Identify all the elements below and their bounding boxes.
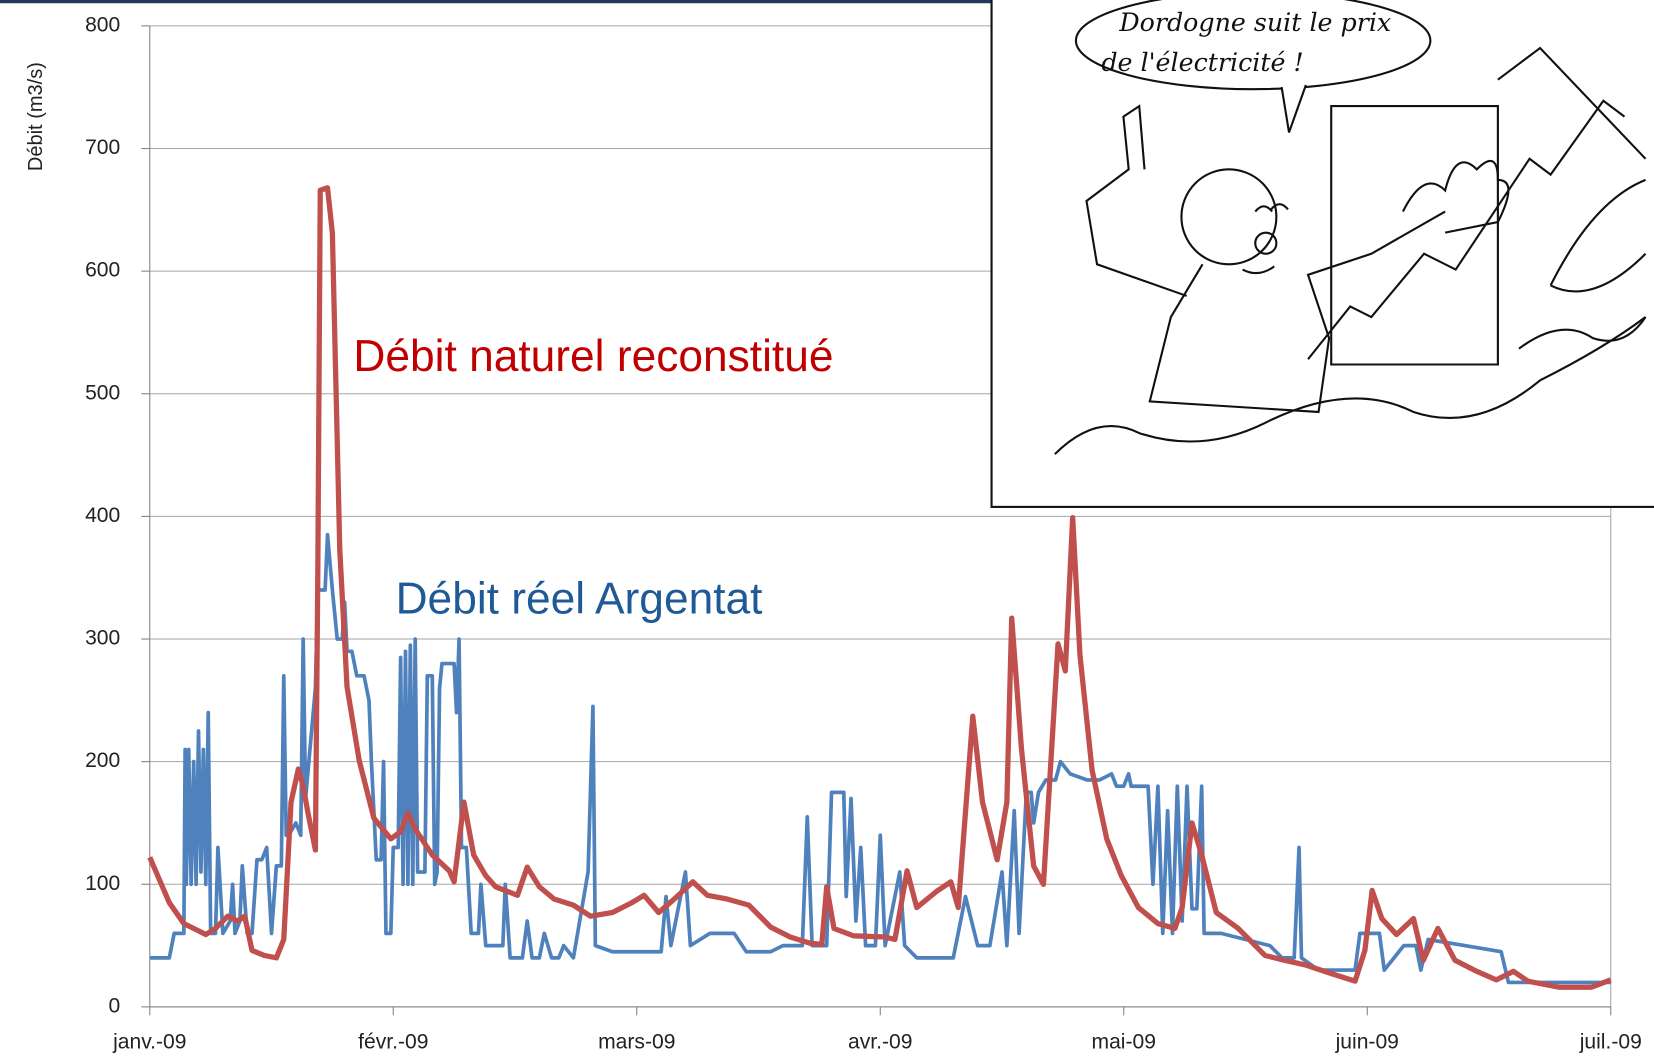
x-tick-label: mars-09 [598, 1030, 675, 1053]
x-tick-label: avr.-09 [848, 1030, 912, 1053]
cartoon-inset: Dordogne suit le prix de l'électricité ! [990, 0, 1654, 508]
inset-frame [990, 0, 1654, 508]
y-tick-label: 500 [85, 381, 120, 404]
x-tick-label: janv.-09 [112, 1030, 186, 1053]
x-tick-label: juin-09 [1335, 1030, 1399, 1053]
y-tick-label: 100 [85, 872, 120, 895]
y-tick-label: 700 [85, 136, 120, 159]
x-tick-label: févr.-09 [358, 1030, 428, 1053]
y-tick-label: 0 [109, 994, 121, 1017]
x-tick-label: mai-09 [1092, 1030, 1156, 1053]
annotation: Débit réel Argentat [396, 575, 763, 624]
y-tick-label: 800 [85, 13, 120, 36]
y-tick-label: 200 [85, 749, 120, 772]
inset-text: de l'électricité ! [1101, 48, 1303, 77]
y-axis-label: Débit (m3/s) [25, 62, 47, 171]
x-tick-label: juil.-09 [1579, 1030, 1642, 1053]
y-tick-label: 400 [85, 504, 120, 527]
y-tick-label: 300 [85, 627, 120, 650]
inset-text: Dordogne suit le prix [1118, 8, 1391, 37]
speech-bubble [1074, 0, 1432, 91]
bubble-tail [1280, 84, 1307, 133]
series-line [149, 532, 1611, 985]
y-tick-label: 600 [85, 259, 120, 282]
series-line [147, 185, 1612, 990]
cartoon-drawing [1054, 46, 1647, 455]
annotation: Débit naturel reconstitué [353, 332, 833, 381]
